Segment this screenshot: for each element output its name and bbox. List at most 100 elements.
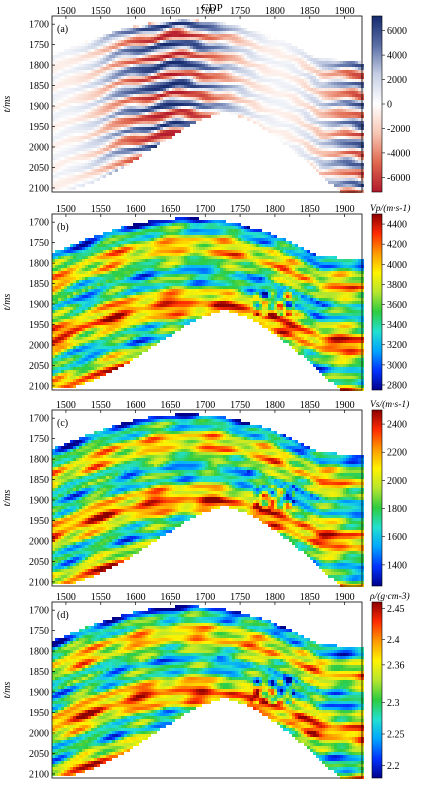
seismic-raster (52, 217, 364, 391)
x-tick-label: 1500 (56, 400, 76, 411)
panel-d: 1500 1550 1600 1650 1700 1750 1800 1850 1900 1700… (2, 591, 410, 780)
y-tick-label: 2100 (29, 381, 49, 392)
colorbar-tick-label: 2.2 (387, 761, 400, 772)
panel-label: (a) (57, 24, 68, 35)
panel-a: 1500 1550 1600 1650 1700 1750 1800 1850 19001700… (2, 6, 410, 194)
y-tick-label: 1900 (29, 688, 49, 699)
y-tick-label: 1900 (29, 102, 49, 113)
x-tick-label: 1850 (300, 6, 320, 17)
colorbar-tick-label: 1600 (387, 532, 407, 543)
x-tick-label: 1700 (195, 400, 215, 411)
seismic-raster (52, 413, 364, 587)
colorbar-label: Vs/(m·s-1) (370, 399, 409, 410)
x-tick-label: 1550 (91, 6, 111, 17)
seismic-raster (52, 19, 364, 193)
panel-label: (c) (57, 418, 68, 429)
colorbar-tick-label: 4400 (387, 220, 407, 231)
panel-label: (d) (57, 610, 69, 621)
colorbar-tick-label: -4000 (387, 148, 410, 159)
colorbar-label: ρ/(g·cm-3) (369, 591, 410, 602)
x-tick-label: 1550 (91, 592, 111, 603)
y-axis-label: t/ms (2, 96, 13, 113)
colorbar-tick-label: 2.36 (387, 660, 405, 671)
y-tick-label: 2100 (29, 769, 49, 780)
x-tick-label: 1750 (230, 204, 250, 215)
y-axis-label: t/ms (2, 490, 13, 507)
colorbar-tick-label: 3000 (387, 360, 407, 371)
colorbar-tick-label: -6000 (387, 173, 410, 184)
colorbar-tick-label: 2.45 (387, 604, 405, 615)
colorbar-tick-label: 6000 (387, 26, 407, 37)
colorbar-tick-label: 2400 (387, 420, 407, 431)
x-tick-label: 1650 (160, 400, 180, 411)
colorbar-tick-label: 4000 (387, 51, 407, 62)
colorbar-tick-label: 3600 (387, 300, 407, 311)
y-tick-label: 1950 (29, 122, 49, 133)
colorbar-tick-label: 0 (387, 100, 392, 111)
y-tick-label: 1950 (29, 320, 49, 331)
x-tick-label: 1700 (195, 6, 215, 17)
colorbar-tick-label: 2.3 (387, 698, 400, 709)
panel-b: 1500 1550 1600 1650 1700 1750 1800 1850 19001700… (2, 203, 410, 392)
y-tick-label: 2050 (29, 557, 49, 568)
colorbar-tick-label: 1400 (387, 560, 407, 571)
y-tick-label: 1800 (29, 259, 49, 270)
x-tick-label: 1600 (126, 400, 146, 411)
y-tick-label: 2000 (29, 536, 49, 547)
x-tick-label: 1700 (195, 204, 215, 215)
colorbar (372, 602, 382, 778)
y-tick-label: 1800 (29, 647, 49, 658)
colorbar-tick-label: 2800 (387, 380, 407, 391)
colorbar-tick-label: 3400 (387, 320, 407, 331)
y-tick-label: 1700 (29, 218, 49, 229)
y-tick-label: 2100 (29, 577, 49, 588)
x-tick-label: 1600 (126, 6, 146, 17)
y-tick-label: 2050 (29, 361, 49, 372)
y-tick-label: 1850 (29, 475, 49, 486)
y-tick-label: 2050 (29, 749, 49, 760)
y-tick-label: 1850 (29, 81, 49, 92)
x-tick-label: 1800 (265, 6, 285, 17)
colorbar-tick-label: 2000 (387, 476, 407, 487)
x-tick-label: 1850 (300, 592, 320, 603)
panel-label: (b) (57, 222, 69, 233)
colorbar-tick-label: 2.4 (387, 635, 400, 646)
x-tick-label: 1900 (335, 6, 355, 17)
y-tick-label: 1800 (29, 61, 49, 72)
colorbar-tick-label: 4200 (387, 240, 407, 251)
y-tick-label: 1950 (29, 708, 49, 719)
x-tick-label: 1600 (126, 204, 146, 215)
y-tick-label: 1850 (29, 279, 49, 290)
x-tick-label: 1900 (335, 592, 355, 603)
x-tick-label: 1750 (230, 592, 250, 603)
x-tick-label: 1800 (265, 400, 285, 411)
x-tick-label: 1500 (56, 592, 76, 603)
x-tick-label: 1550 (91, 400, 111, 411)
colorbar-tick-label: 3200 (387, 340, 407, 351)
colorbar-tick-label: 2.25 (387, 730, 405, 741)
x-tick-label: 1650 (160, 204, 180, 215)
seismic-raster (52, 605, 364, 779)
x-tick-label: 1850 (300, 204, 320, 215)
colorbar (372, 214, 382, 390)
x-tick-label: 1700 (195, 592, 215, 603)
x-tick-label: 1800 (265, 592, 285, 603)
x-tick-label: 1650 (160, 6, 180, 17)
colorbar-tick-label: 4000 (387, 260, 407, 271)
y-tick-label: 1900 (29, 496, 49, 507)
x-tick-label: 1850 (300, 400, 320, 411)
y-tick-label: 1700 (29, 606, 49, 617)
x-tick-label: 1500 (56, 6, 76, 17)
x-tick-label: 1900 (335, 400, 355, 411)
colorbar (372, 16, 382, 192)
y-tick-label: 1800 (29, 455, 49, 466)
x-tick-label: 1650 (160, 592, 180, 603)
colorbar-tick-label: 3800 (387, 280, 407, 291)
y-tick-label: 1750 (29, 40, 49, 51)
y-tick-label: 2000 (29, 142, 49, 153)
y-tick-label: 2000 (29, 728, 49, 739)
y-tick-label: 1950 (29, 516, 49, 527)
x-tick-label: 1800 (265, 204, 285, 215)
x-tick-label: 1600 (126, 592, 146, 603)
